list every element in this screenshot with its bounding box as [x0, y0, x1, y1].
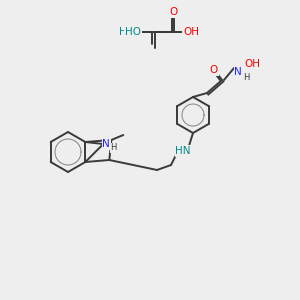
Text: N: N	[234, 67, 242, 77]
Text: HO: HO	[119, 27, 135, 37]
Text: O: O	[210, 65, 218, 75]
Text: N: N	[102, 139, 110, 149]
Text: O: O	[169, 7, 177, 17]
Text: OH: OH	[183, 27, 199, 37]
Text: OH: OH	[244, 59, 260, 69]
Text: HO: HO	[125, 27, 141, 37]
Text: H: H	[243, 73, 249, 82]
Text: HN: HN	[175, 146, 191, 156]
Text: H: H	[110, 143, 116, 152]
